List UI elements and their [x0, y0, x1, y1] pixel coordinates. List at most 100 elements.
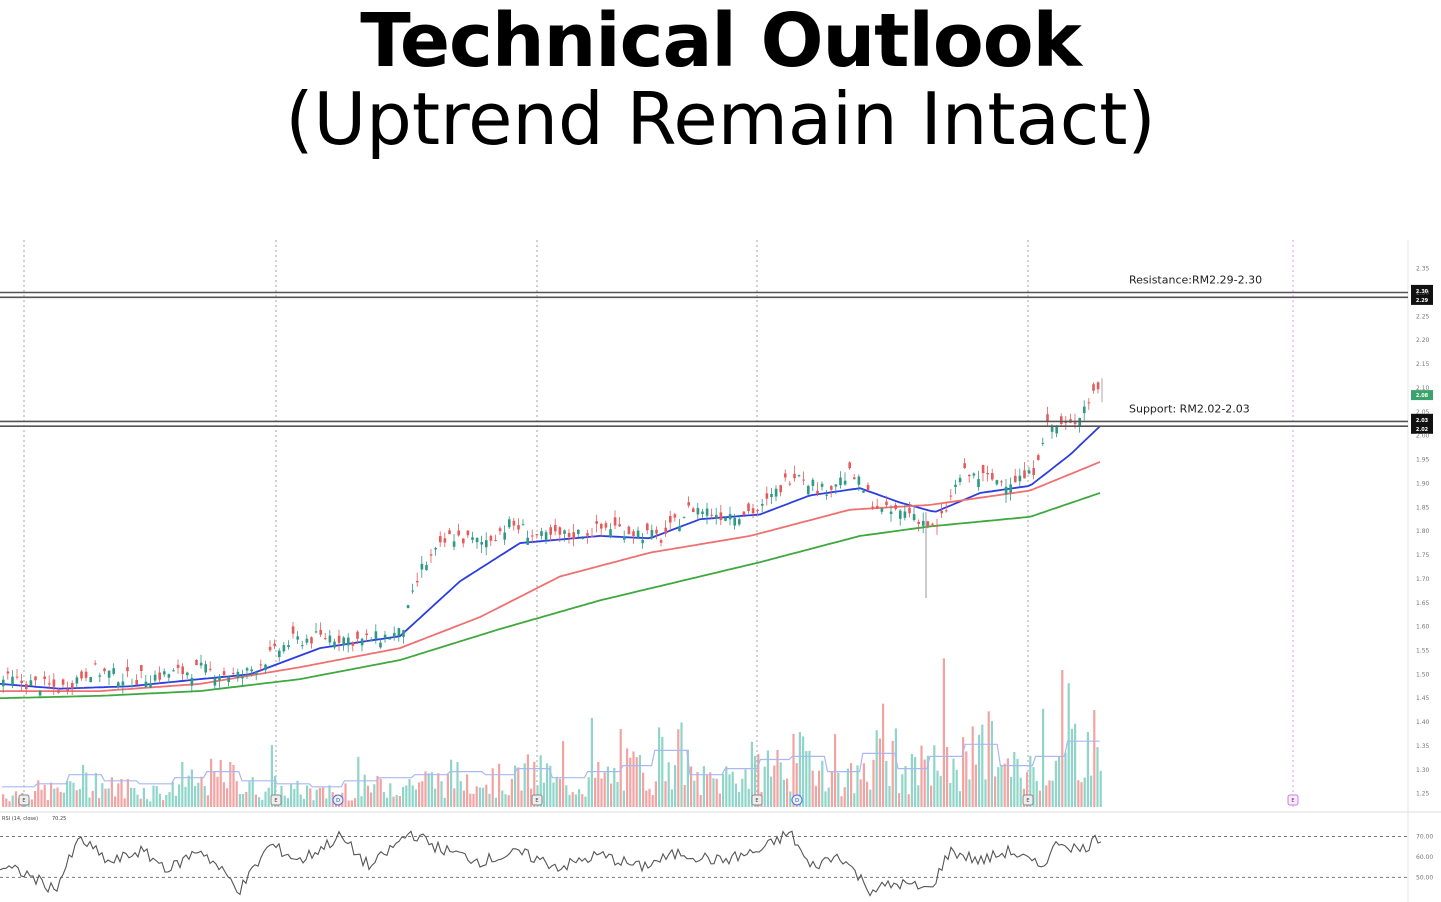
volume-bar	[968, 779, 971, 807]
volume-bar	[56, 787, 59, 807]
candle-body	[1018, 475, 1022, 482]
candle-body	[379, 642, 382, 648]
candle-body	[255, 671, 258, 675]
earnings-marker-label: E	[1026, 798, 1029, 804]
candle-body	[241, 676, 244, 679]
volume-bar	[859, 779, 862, 807]
volume-bar	[213, 771, 216, 807]
candle-body	[190, 677, 194, 686]
volume-bar	[642, 772, 645, 807]
volume-bar	[290, 784, 293, 807]
volume-bar	[88, 797, 91, 807]
candle-body	[609, 529, 612, 537]
volume-bar	[354, 798, 357, 807]
volume-bar	[270, 745, 273, 807]
candle-body	[705, 508, 709, 516]
volume-bar	[834, 734, 837, 807]
volume-bar	[322, 787, 325, 807]
candle-body	[1000, 481, 1003, 483]
volume-bar	[827, 787, 830, 807]
candle-body	[531, 535, 534, 537]
volume-bar	[203, 786, 206, 807]
candle-body	[1037, 455, 1040, 460]
volume-bar	[379, 778, 382, 807]
candle-body	[756, 509, 759, 511]
last-price-label: 2.08	[1416, 393, 1429, 399]
volume-bar	[574, 794, 577, 807]
volume-bar	[744, 769, 747, 807]
candle-body	[853, 477, 856, 480]
candle-body	[876, 505, 879, 509]
candle-body	[526, 537, 529, 545]
volume-bar	[990, 721, 993, 807]
volume-bar	[498, 763, 501, 807]
volume-bar	[8, 801, 11, 807]
volume-bar	[965, 751, 968, 807]
volume-bar	[1083, 777, 1086, 807]
candle-body	[774, 488, 778, 497]
volume-bar	[104, 788, 107, 807]
volume-bar	[302, 798, 305, 807]
volume-bar	[98, 798, 101, 807]
candle-body	[1032, 468, 1035, 475]
candle-body	[595, 521, 598, 524]
candle-body	[521, 524, 525, 526]
candle-body	[802, 479, 805, 481]
candle-body	[742, 511, 746, 516]
rsi-title: RSI (14, close)	[2, 816, 38, 822]
volume-bar	[734, 783, 737, 807]
volume-bar	[235, 781, 238, 807]
volume-bar	[680, 722, 683, 807]
candle-body	[784, 473, 787, 478]
volume-bar	[440, 781, 443, 807]
volume-bar	[347, 800, 350, 807]
volume-bar	[814, 785, 817, 807]
volume-bar	[885, 761, 888, 807]
volume-bar	[670, 789, 673, 807]
volume-bar	[779, 762, 782, 807]
candle-body	[636, 530, 640, 538]
volume-bar	[677, 729, 680, 807]
volume-bar	[69, 781, 72, 807]
moving-average-line	[0, 425, 1101, 690]
volume-bar	[920, 745, 923, 807]
candle-body	[738, 519, 741, 525]
volume-bar	[818, 770, 821, 807]
candle-body	[586, 533, 589, 536]
volume-bar	[437, 773, 440, 807]
candle-body	[830, 486, 833, 490]
moving-average-line	[0, 461, 1101, 692]
volume-bar	[984, 779, 987, 807]
candle-body	[94, 663, 97, 665]
candle-body	[899, 510, 902, 519]
volume-bar	[539, 755, 542, 807]
volume-bar	[82, 764, 85, 807]
volume-average-line	[2, 740, 1100, 788]
earnings-marker	[751, 794, 763, 806]
candle-body	[209, 668, 212, 670]
earnings-marker	[1022, 794, 1034, 806]
rsi-tick-label: 70.00	[1416, 834, 1433, 841]
volume-bar	[1003, 763, 1006, 807]
candle-body	[296, 636, 299, 640]
volume-bar	[382, 792, 385, 807]
volume-bar	[459, 781, 462, 807]
candle-body	[356, 631, 359, 639]
volume-bar	[645, 790, 648, 807]
candle-body	[480, 542, 483, 545]
candle-body	[972, 473, 976, 476]
candle-body	[301, 645, 304, 647]
volume-bar	[357, 756, 360, 807]
volume-bar	[130, 787, 133, 807]
price-tick-label: 1.25	[1416, 791, 1430, 798]
volume-bar	[1042, 708, 1045, 807]
resistance-label: Resistance:RM2.29-2.30	[1129, 274, 1262, 287]
volume-bar	[910, 753, 913, 807]
volume-bar	[5, 798, 8, 807]
price-tick-label: 1.90	[1416, 480, 1430, 487]
volume-bar	[155, 786, 158, 807]
volume-bar	[1070, 728, 1073, 807]
volume-bar	[306, 785, 309, 807]
candle-body	[710, 514, 713, 516]
earnings-marker-label: E	[22, 798, 25, 804]
